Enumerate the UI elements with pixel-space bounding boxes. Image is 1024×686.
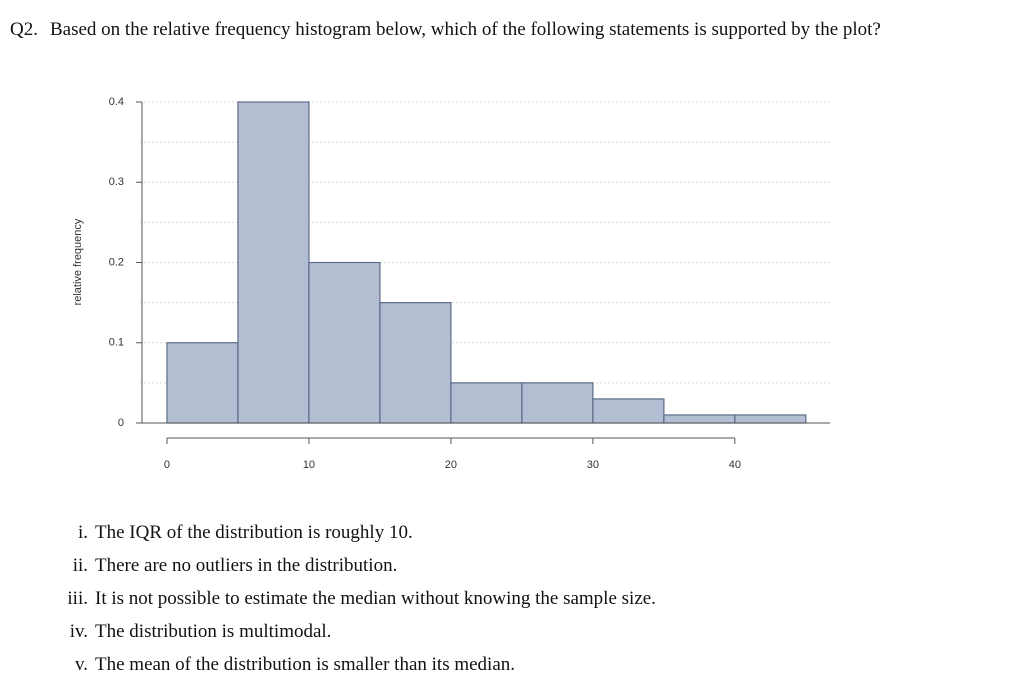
option-text: There are no outliers in the distributio… (95, 555, 398, 576)
chart: relative frequency 0 0.1 0.2 0.3 0.4 0 10 20 30 4… (72, 96, 830, 471)
bar (521, 382, 594, 424)
option-text: It is not possible to estimate the media… (95, 588, 656, 609)
question-text: Based on the relative frequency histogra… (50, 19, 881, 40)
option: iii. It is not possible to estimate the m… (0, 584, 656, 617)
y-tick-label: 0.3 (109, 176, 124, 188)
x-tick-label: 10 (303, 459, 315, 471)
y-axis-label: relative frequency (72, 218, 84, 305)
option: iv. The distribution is multimodal. (0, 617, 656, 650)
y-tick-label: 0.2 (109, 256, 124, 268)
option-text: The distribution is multimodal. (95, 621, 332, 642)
option-numeral: i. (77, 522, 88, 543)
option: i. The IQR of the distribution is roughly… (0, 518, 656, 551)
bar (166, 342, 239, 424)
option-numeral: iv. (69, 621, 88, 642)
question-number: Q2. (10, 19, 38, 40)
bar (237, 101, 310, 424)
bar (379, 302, 452, 424)
bar (450, 382, 523, 424)
x-tick-label: 20 (445, 459, 457, 471)
option: v. The mean of the distribution is smalle… (0, 650, 656, 683)
x-tick-label: 30 (587, 459, 599, 471)
bar (734, 414, 807, 424)
x-tick-label: 40 (729, 459, 741, 471)
option-numeral: v. (74, 654, 88, 675)
options: i. The IQR of the distribution is roughly… (0, 518, 656, 683)
option-text: The mean of the distribution is smaller … (95, 654, 516, 675)
y-tick-label: 0.1 (109, 337, 124, 349)
option-numeral: iii. (67, 588, 88, 609)
question: Q2. Based on the relative frequency histo… (10, 17, 1006, 43)
option-text: The IQR of the distribution is roughly 1… (95, 522, 413, 543)
bar (308, 261, 381, 424)
option: ii. There are no outliers in the distribu… (0, 551, 656, 584)
option-numeral: ii. (72, 555, 88, 576)
bar (592, 398, 665, 424)
bar (663, 414, 736, 424)
y-tick-label: 0.4 (109, 96, 124, 108)
x-tick-label: 0 (164, 459, 170, 471)
y-tick-label: 0 (118, 417, 124, 429)
